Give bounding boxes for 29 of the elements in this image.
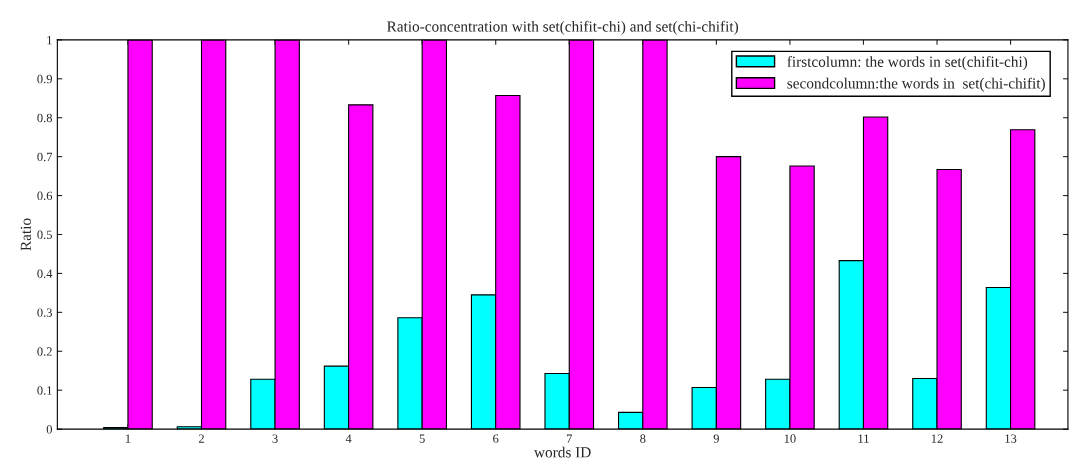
x-tick-label: 7: [566, 434, 573, 443]
y-tick-label: 0.1: [37, 386, 52, 395]
legend-label: firstcolumn: the words in set(chifit-chi): [787, 55, 1028, 70]
x-tick-label: 6: [493, 434, 499, 443]
x-tick-label: 2: [198, 434, 204, 443]
y-tick-label: 0.8: [37, 113, 53, 123]
x-tick-label: 5: [419, 434, 425, 443]
y-tick-label: 0.7: [37, 152, 53, 162]
legend-label: secondcolumn:the words in set(chi-chifit): [787, 77, 1045, 92]
chart-title: Ratio-concentration with set(chifit-chi) and set(chi-chifit): [387, 20, 739, 35]
y-tick-label: 0.5: [37, 230, 52, 240]
x-tick-label: 3: [272, 434, 278, 443]
x-tick-label: 4: [345, 434, 352, 443]
x-tick-label: 11: [858, 434, 869, 443]
y-tick-label: 0: [46, 425, 53, 434]
x-tick-label: 1: [125, 434, 131, 443]
x-tick-label: 12: [931, 434, 943, 443]
y-tick-label: 0.6: [37, 191, 53, 201]
x-tick-label: 10: [784, 434, 796, 443]
x-tick-label: 8: [640, 434, 646, 443]
y-tick-label: 0.4: [37, 269, 53, 278]
y-axis-title: Ratio: [20, 218, 31, 251]
y-tick-label: 1: [47, 35, 52, 45]
x-tick-label: 9: [713, 434, 719, 443]
y-tick-label: 0.2: [37, 347, 52, 356]
y-tick-label: 0.9: [37, 74, 52, 84]
x-axis-title: words ID: [534, 446, 591, 458]
y-tick-label: 0.3: [37, 308, 52, 317]
x-tick-label: 13: [1005, 434, 1017, 443]
